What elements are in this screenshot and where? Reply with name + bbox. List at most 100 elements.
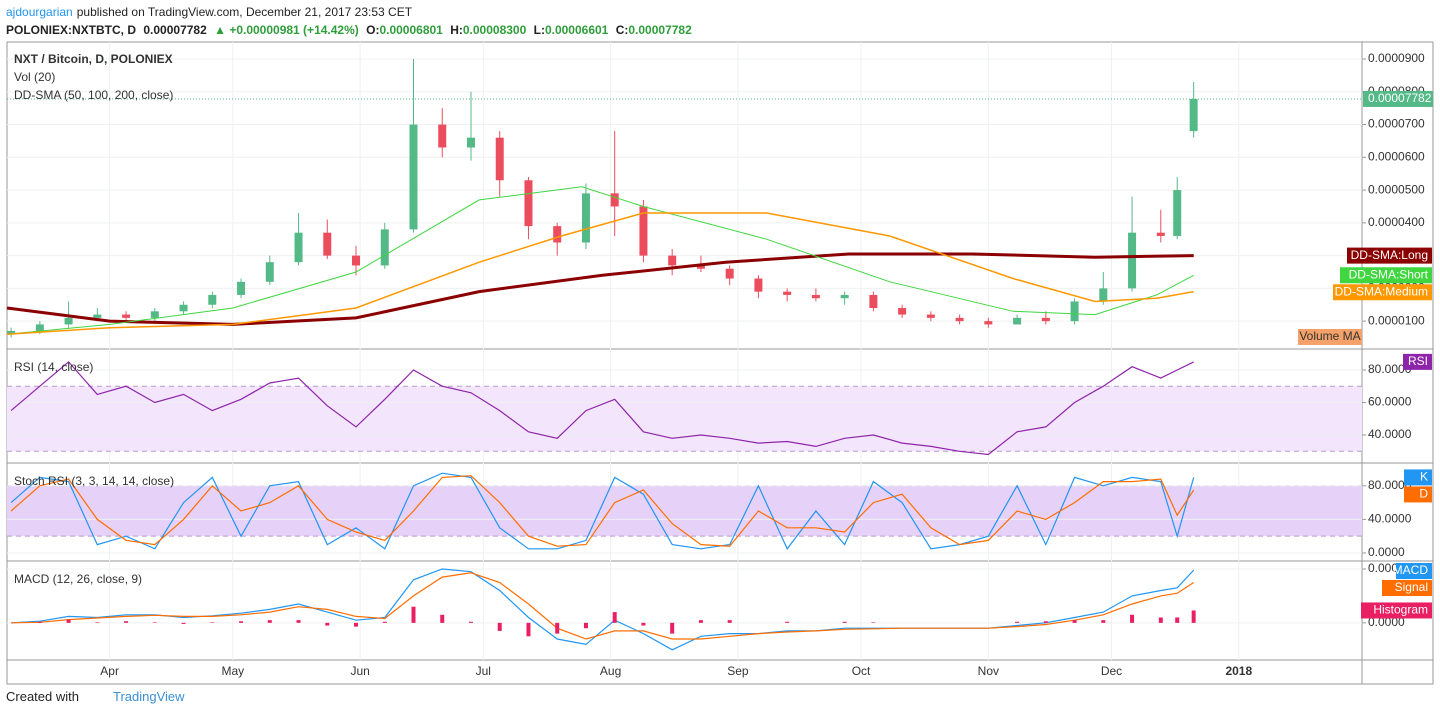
legend-entry-bg xyxy=(1403,353,1432,370)
legend-entry-text: DD-SMA:Long xyxy=(1351,248,1428,262)
x-tick-label: Sep xyxy=(727,664,749,678)
tradingview-link[interactable]: TradingView xyxy=(112,689,185,704)
candle-body xyxy=(639,206,648,256)
candle-body xyxy=(64,317,73,325)
histogram-bar xyxy=(152,622,157,623)
candle-body xyxy=(1041,317,1050,322)
chart: Apr May Jun Jul Aug Sep Oct Nov Dec 2018 0.0000100… xyxy=(6,41,1434,685)
legend-entry-text: MACD xyxy=(1393,563,1429,577)
header-line: ajdourgarian published on TradingView.com… xyxy=(6,3,696,21)
candle-body xyxy=(1156,232,1165,236)
legend-entry: K xyxy=(1404,469,1432,486)
histogram-bar xyxy=(1043,621,1048,623)
candle-body xyxy=(1128,232,1137,289)
series-line xyxy=(10,361,1194,456)
series-line xyxy=(6,252,1194,326)
candle-body xyxy=(294,232,303,263)
legend-entry-bg xyxy=(1333,284,1432,301)
legend-entry-bg xyxy=(1347,247,1432,264)
candle-body xyxy=(869,294,878,309)
histogram-bar xyxy=(239,621,244,623)
volume-ma-bg xyxy=(1298,329,1362,345)
histogram-bar xyxy=(1175,617,1180,623)
histogram-bar xyxy=(124,621,129,623)
candle-body xyxy=(93,314,102,318)
legend-entry: Signal xyxy=(1382,580,1432,596)
symbol: POLONIEX:NXTBTC, D xyxy=(6,23,137,37)
series-line xyxy=(10,472,1195,550)
y-tick-label: 40.0000 xyxy=(1368,427,1412,441)
y-tick-label: 0.0000600 xyxy=(1368,149,1425,163)
last-price-tag: 0.00007782 xyxy=(1368,91,1432,105)
candle-body xyxy=(840,294,849,299)
legend-entry-bg xyxy=(1404,486,1432,503)
histogram-bar xyxy=(354,622,359,627)
candle-body xyxy=(150,311,159,318)
legend-entry: DD-SMA:Short xyxy=(1340,267,1432,284)
histogram-bar xyxy=(1191,610,1196,623)
legend-entry-text: RSI xyxy=(1408,354,1428,368)
candle-body xyxy=(696,265,705,269)
candle-body xyxy=(466,137,475,148)
x-tick-label: Apr xyxy=(100,664,119,678)
x-tick-label: Oct xyxy=(852,664,871,678)
o-label: O: xyxy=(366,23,380,37)
candle-body xyxy=(35,324,44,331)
histogram-bar xyxy=(296,620,301,623)
legend-entry-bg xyxy=(1340,267,1432,284)
candle-body xyxy=(352,255,361,266)
histogram-bar xyxy=(1130,614,1135,623)
header: ajdourgarian published on TradingView.com… xyxy=(6,3,696,39)
candle-body xyxy=(955,317,964,322)
candle-body xyxy=(754,278,763,292)
x-tick-label: Nov xyxy=(978,664,999,678)
x-tick-label: May xyxy=(221,664,244,678)
candle-body xyxy=(581,193,590,243)
y-tick-label: 0.0000100 xyxy=(1368,313,1425,327)
footer: Created with TradingView xyxy=(6,689,185,704)
candle-body xyxy=(1099,288,1108,302)
author[interactable]: ajdourgarian xyxy=(6,5,73,19)
last-price-tag-bg xyxy=(1363,90,1433,107)
y-tick-label: 80.0000 xyxy=(1368,478,1412,492)
x-tick-label: 2018 xyxy=(1225,664,1252,678)
x-tick-label: Jun xyxy=(350,664,369,678)
y-tick-label: 60.0000 xyxy=(1368,395,1412,409)
histogram-bar xyxy=(66,619,71,623)
candle-body xyxy=(265,262,274,282)
l-label: L: xyxy=(533,23,545,37)
legend-entry-text: DD-SMA:Short xyxy=(1349,267,1429,281)
y-tick-label: 0.0000 xyxy=(1368,545,1405,559)
candle-body xyxy=(208,294,217,305)
histogram-bar xyxy=(641,622,646,626)
x-tick-label: Dec xyxy=(1101,664,1122,678)
candle-body xyxy=(380,229,389,266)
histogram-bar xyxy=(1015,621,1020,623)
histogram-bar xyxy=(583,622,588,629)
y-tick-label: 80.0000 xyxy=(1368,362,1412,376)
histogram-bar xyxy=(497,622,502,631)
created-with: Created with xyxy=(6,689,79,704)
legend-entry-text: K xyxy=(1420,470,1428,484)
candle-body xyxy=(725,268,734,279)
c-label: C: xyxy=(615,23,629,37)
pane-title: RSI (14, close) xyxy=(14,360,93,374)
volume-ma-label: Volume MA xyxy=(1299,329,1360,343)
legend-entry: Histogram xyxy=(1361,602,1432,619)
y-tick-label: 40.0000 xyxy=(1368,512,1412,526)
histogram-bar xyxy=(440,614,445,623)
x-tick-label: Jul xyxy=(476,664,491,678)
candle-body xyxy=(610,193,619,207)
candle-body xyxy=(668,255,677,266)
pane-title: Stoch RSI (3, 3, 14, 14, close) xyxy=(14,474,174,488)
series-line xyxy=(11,572,1195,640)
c-value: 0.00007782 xyxy=(628,23,692,37)
legend-entry: D xyxy=(1404,486,1432,503)
legend-entry: MACD xyxy=(1393,563,1432,579)
pane-title: MACD (12, 26, close, 9) xyxy=(14,572,142,586)
plot-frame xyxy=(6,41,1434,685)
legend-entry: DD-SMA:Medium xyxy=(1333,284,1432,301)
histogram-bar xyxy=(95,622,100,623)
legend-entry-bg xyxy=(1361,602,1432,619)
